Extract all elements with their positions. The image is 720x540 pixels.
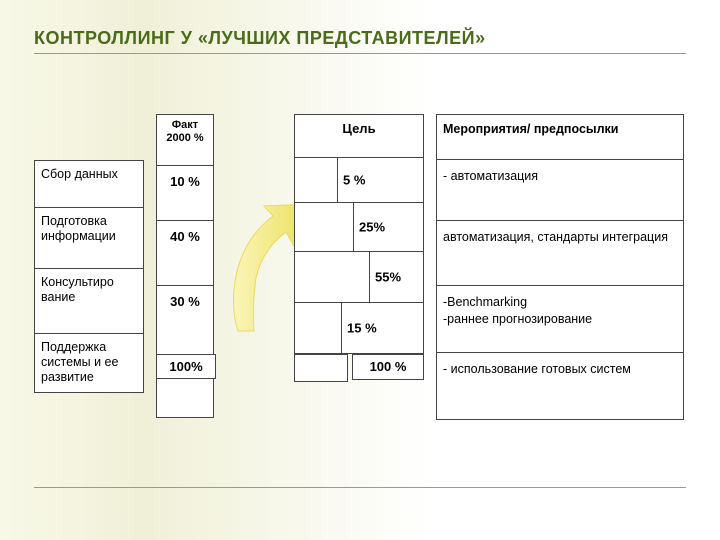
fact-total: 100% <box>156 354 216 379</box>
activity-cell: Сбор данных <box>35 161 143 207</box>
activity-cell: Поддержка системы и ее развитие <box>35 333 143 392</box>
actions-header: Мероприятия/ предпосылки <box>437 115 683 159</box>
goal-split <box>337 158 338 202</box>
fact-cell: 30 % <box>157 285 213 354</box>
goal-value: 25% <box>359 220 385 235</box>
actions-cell: -Benchmarking -раннее прогнозирование <box>437 285 683 352</box>
content-stage: Сбор данных Подготовка информации Консул… <box>34 100 686 480</box>
goal-split <box>341 303 342 353</box>
fact-cell: 40 % <box>157 220 213 285</box>
goal-row: 5 % <box>295 157 423 202</box>
goal-value: 5 % <box>343 173 365 188</box>
goal-header: Цель <box>295 115 423 157</box>
goal-split <box>369 252 370 302</box>
divider-bottom <box>34 487 686 488</box>
fact-cell: 10 % <box>157 165 213 220</box>
activities-column: Сбор данных Подготовка информации Консул… <box>34 160 144 393</box>
fact-header: Факт 2000 % <box>157 115 213 165</box>
activity-cell: Консультиро вание <box>35 268 143 333</box>
goal-value: 55% <box>375 270 401 285</box>
actions-cell: автоматизация, стандарты интеграция <box>437 220 683 285</box>
goal-row: 55% <box>295 251 423 302</box>
goal-column: Цель 5 % 25% 55% 15 % <box>294 114 424 354</box>
activity-cell: Подготовка информации <box>35 207 143 268</box>
goal-row: 15 % <box>295 302 423 353</box>
actions-column: Мероприятия/ предпосылки - автоматизация… <box>436 114 684 420</box>
goal-row: 25% <box>295 202 423 251</box>
goal-split <box>353 203 354 251</box>
page-title: КОНТРОЛЛИНГ У «ЛУЧШИХ ПРЕДСТАВИТЕЛЕЙ» <box>34 28 686 49</box>
actions-cell: - автоматизация <box>437 159 683 220</box>
goal-value: 15 % <box>347 321 377 336</box>
divider-top <box>34 53 686 54</box>
actions-cell: - использование готовых систем <box>437 352 683 419</box>
goal-total-left-box <box>294 354 348 382</box>
goal-total-value: 100 % <box>352 354 424 380</box>
